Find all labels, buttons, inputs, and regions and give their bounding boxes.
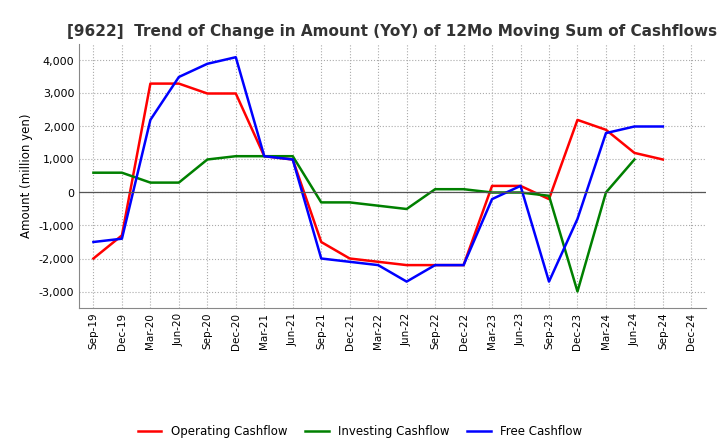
Operating Cashflow <box>402 262 411 268</box>
Operating Cashflow <box>289 157 297 162</box>
Operating Cashflow <box>203 91 212 96</box>
Operating Cashflow <box>174 81 183 86</box>
Investing Cashflow <box>374 203 382 209</box>
Investing Cashflow <box>203 157 212 162</box>
Investing Cashflow <box>516 190 525 195</box>
Operating Cashflow <box>260 154 269 159</box>
Legend: Operating Cashflow, Investing Cashflow, Free Cashflow: Operating Cashflow, Investing Cashflow, … <box>133 421 587 440</box>
Operating Cashflow <box>659 157 667 162</box>
Free Cashflow <box>374 262 382 268</box>
Free Cashflow <box>117 236 126 241</box>
Investing Cashflow <box>289 154 297 159</box>
Operating Cashflow <box>146 81 155 86</box>
Operating Cashflow <box>232 91 240 96</box>
Free Cashflow <box>630 124 639 129</box>
Free Cashflow <box>431 262 439 268</box>
Line: Investing Cashflow: Investing Cashflow <box>94 156 634 292</box>
Free Cashflow <box>487 196 496 202</box>
Investing Cashflow <box>402 206 411 212</box>
Investing Cashflow <box>545 193 554 198</box>
Investing Cashflow <box>89 170 98 175</box>
Investing Cashflow <box>174 180 183 185</box>
Y-axis label: Amount (million yen): Amount (million yen) <box>20 114 33 238</box>
Investing Cashflow <box>260 154 269 159</box>
Investing Cashflow <box>602 190 611 195</box>
Line: Operating Cashflow: Operating Cashflow <box>94 84 663 265</box>
Operating Cashflow <box>317 239 325 245</box>
Free Cashflow <box>260 154 269 159</box>
Free Cashflow <box>602 130 611 136</box>
Operating Cashflow <box>346 256 354 261</box>
Free Cashflow <box>289 157 297 162</box>
Investing Cashflow <box>117 170 126 175</box>
Operating Cashflow <box>516 183 525 188</box>
Free Cashflow <box>659 124 667 129</box>
Investing Cashflow <box>232 154 240 159</box>
Title: [9622]  Trend of Change in Amount (YoY) of 12Mo Moving Sum of Cashflows: [9622] Trend of Change in Amount (YoY) o… <box>68 24 717 39</box>
Free Cashflow <box>459 262 468 268</box>
Free Cashflow <box>516 183 525 188</box>
Investing Cashflow <box>487 190 496 195</box>
Operating Cashflow <box>545 196 554 202</box>
Free Cashflow <box>573 216 582 221</box>
Investing Cashflow <box>431 187 439 192</box>
Free Cashflow <box>232 55 240 60</box>
Operating Cashflow <box>487 183 496 188</box>
Operating Cashflow <box>89 256 98 261</box>
Free Cashflow <box>89 239 98 245</box>
Operating Cashflow <box>630 150 639 156</box>
Investing Cashflow <box>146 180 155 185</box>
Free Cashflow <box>545 279 554 284</box>
Operating Cashflow <box>602 127 611 132</box>
Investing Cashflow <box>317 200 325 205</box>
Operating Cashflow <box>374 259 382 264</box>
Free Cashflow <box>402 279 411 284</box>
Investing Cashflow <box>459 187 468 192</box>
Operating Cashflow <box>117 233 126 238</box>
Free Cashflow <box>146 117 155 122</box>
Free Cashflow <box>203 61 212 66</box>
Free Cashflow <box>174 74 183 80</box>
Operating Cashflow <box>459 262 468 268</box>
Investing Cashflow <box>630 157 639 162</box>
Investing Cashflow <box>573 289 582 294</box>
Free Cashflow <box>317 256 325 261</box>
Operating Cashflow <box>573 117 582 122</box>
Investing Cashflow <box>346 200 354 205</box>
Operating Cashflow <box>431 262 439 268</box>
Line: Free Cashflow: Free Cashflow <box>94 57 663 282</box>
Free Cashflow <box>346 259 354 264</box>
